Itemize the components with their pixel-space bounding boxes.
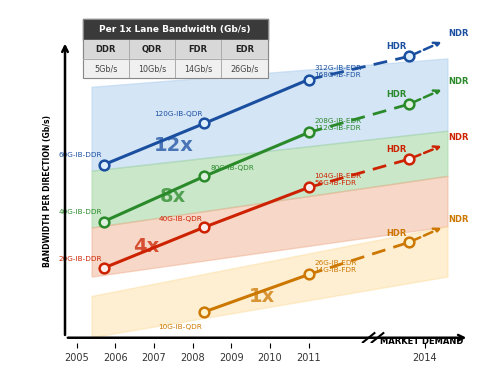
Text: 60G-IB-DDR: 60G-IB-DDR	[58, 152, 102, 158]
Text: 120G-IB-QDR: 120G-IB-QDR	[154, 111, 202, 117]
Text: HDR: HDR	[386, 146, 406, 154]
Text: 10Gb/s: 10Gb/s	[138, 64, 166, 74]
Polygon shape	[92, 176, 448, 277]
Polygon shape	[92, 227, 448, 338]
Text: HDR: HDR	[386, 90, 406, 99]
Text: BANDWIDTH PER DIRECTION (Gb/s): BANDWIDTH PER DIRECTION (Gb/s)	[43, 115, 52, 267]
Text: QDR: QDR	[142, 45, 162, 54]
Polygon shape	[92, 59, 448, 171]
Text: 40G-IB-QDR: 40G-IB-QDR	[158, 216, 202, 222]
Text: 104G-IB-EDR
56G-IB-FDR: 104G-IB-EDR 56G-IB-FDR	[314, 173, 362, 186]
Text: 80G-IB-QDR: 80G-IB-QDR	[210, 165, 254, 171]
Text: 208G-IB-EDR
112G-IB-FDR: 208G-IB-EDR 112G-IB-FDR	[314, 118, 362, 131]
Text: 40G-IB-DDR: 40G-IB-DDR	[58, 209, 102, 215]
Bar	[82, 59, 268, 78]
Text: 8x: 8x	[160, 187, 186, 206]
Text: 26G-IB-EDR
14G-IB-FDR: 26G-IB-EDR 14G-IB-FDR	[314, 260, 357, 273]
Text: 1x: 1x	[249, 287, 276, 306]
Text: 4x: 4x	[133, 237, 160, 256]
Text: NDR: NDR	[448, 29, 468, 38]
Polygon shape	[92, 131, 448, 228]
Bar	[82, 19, 268, 40]
Text: NDR: NDR	[448, 215, 468, 224]
Text: 20G-IB-DDR: 20G-IB-DDR	[58, 256, 102, 262]
Text: Per 1x Lane Bandwidth (Gb/s): Per 1x Lane Bandwidth (Gb/s)	[99, 25, 251, 34]
Text: 14Gb/s: 14Gb/s	[184, 64, 212, 74]
Text: 312G-IB-EDR
168G-IB-FDR: 312G-IB-EDR 168G-IB-FDR	[314, 65, 362, 78]
Text: DDR: DDR	[96, 45, 116, 54]
Text: EDR: EDR	[235, 45, 254, 54]
Text: HDR: HDR	[386, 42, 406, 51]
Bar	[82, 40, 268, 59]
Text: 5Gb/s: 5Gb/s	[94, 64, 118, 74]
Text: 12x: 12x	[154, 136, 193, 155]
Text: 10G-IB-QDR: 10G-IB-QDR	[158, 324, 202, 330]
Text: FDR: FDR	[188, 45, 208, 54]
Text: MARKET DEMAND: MARKET DEMAND	[380, 337, 464, 346]
Text: 26Gb/s: 26Gb/s	[230, 64, 258, 74]
Text: HDR: HDR	[386, 229, 406, 238]
Text: NDR: NDR	[448, 133, 468, 142]
Text: NDR: NDR	[448, 77, 468, 86]
